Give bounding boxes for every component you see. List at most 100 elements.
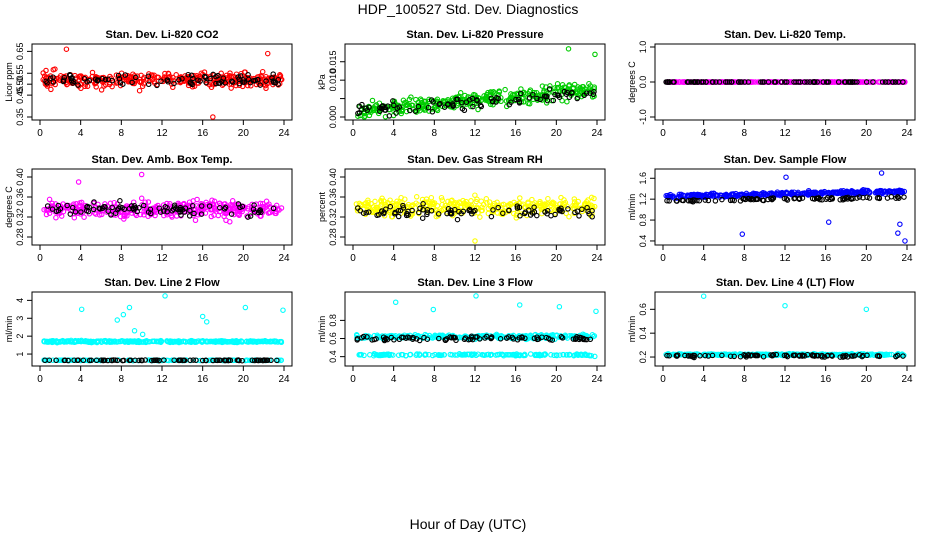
- data-point: [136, 205, 142, 211]
- data-point: [845, 189, 852, 195]
- y-axis-label: Licor ppm: [4, 62, 14, 102]
- data-point: [719, 352, 725, 359]
- y-tick-label: 0.8: [328, 314, 338, 327]
- data-point: [380, 210, 387, 217]
- data-point: [538, 206, 544, 213]
- data-point: [553, 352, 560, 358]
- data-point: [860, 352, 866, 359]
- data-point: [520, 95, 526, 101]
- x-tick-label: 24: [591, 253, 603, 264]
- data-point: [521, 210, 528, 217]
- data-point: [447, 210, 454, 217]
- data-point: [703, 79, 709, 85]
- outlier-point: [280, 307, 286, 313]
- data-point: [145, 73, 152, 80]
- data-point: [143, 339, 149, 346]
- data-point: [707, 192, 714, 199]
- data-point: [589, 214, 595, 220]
- data-point: [364, 334, 370, 340]
- data-point: [181, 357, 187, 364]
- data-point: [229, 78, 235, 84]
- data-point: [231, 211, 237, 218]
- data-point: [46, 338, 53, 345]
- data-point: [361, 352, 367, 359]
- data-point: [832, 189, 839, 196]
- data-point: [94, 77, 101, 83]
- data-point: [679, 79, 685, 85]
- data-point: [666, 79, 673, 85]
- data-point: [275, 339, 281, 345]
- data-point: [730, 191, 736, 197]
- data-point: [110, 357, 117, 363]
- data-point: [770, 352, 777, 358]
- y-axis-label: ml/min: [627, 194, 637, 221]
- data-point: [506, 207, 512, 214]
- data-point: [148, 357, 155, 364]
- data-point: [812, 189, 819, 195]
- data-point: [589, 94, 596, 100]
- data-point: [882, 79, 889, 85]
- data-point: [259, 201, 266, 207]
- data-point: [579, 83, 586, 90]
- data-point: [145, 357, 152, 363]
- data-point: [396, 104, 403, 110]
- data-point: [161, 208, 167, 214]
- data-point: [691, 79, 697, 85]
- data-point: [537, 96, 543, 103]
- x-tick-label: 20: [238, 253, 250, 264]
- data-point: [517, 213, 523, 219]
- data-point: [799, 352, 806, 358]
- data-point: [809, 195, 816, 202]
- data-point: [587, 90, 593, 96]
- data-point: [97, 206, 103, 212]
- x-tick-label: 0: [660, 253, 666, 264]
- x-tick-label: 16: [820, 253, 832, 264]
- data-point: [382, 104, 388, 111]
- data-point: [702, 352, 708, 359]
- data-point: [58, 213, 65, 219]
- data-point: [138, 195, 145, 202]
- data-point: [874, 353, 881, 359]
- data-point: [561, 88, 568, 95]
- data-point: [102, 76, 109, 83]
- data-point: [587, 336, 594, 343]
- data-point: [431, 200, 438, 206]
- data-point: [778, 79, 785, 85]
- x-tick-label: 0: [37, 253, 43, 264]
- data-point: [895, 194, 901, 200]
- x-tick-label: 8: [432, 128, 438, 139]
- data-point: [189, 203, 196, 209]
- x-tick-label: 12: [469, 253, 481, 264]
- data-point: [753, 196, 759, 202]
- data-point: [211, 205, 218, 212]
- data-point: [742, 196, 749, 203]
- data-point: [370, 107, 377, 114]
- data-point: [717, 352, 723, 358]
- x-tick-label: 24: [901, 374, 913, 385]
- data-point: [138, 357, 145, 364]
- data-point: [468, 333, 475, 340]
- data-point: [89, 69, 96, 76]
- data-point: [572, 336, 579, 343]
- data-point: [469, 352, 475, 359]
- data-point: [849, 79, 855, 85]
- data-point: [472, 92, 478, 98]
- data-point: [890, 79, 896, 85]
- data-point: [44, 80, 50, 86]
- outlier-point: [895, 230, 901, 236]
- outlier-point: [902, 238, 908, 244]
- data-point: [862, 189, 868, 196]
- outlier-point: [897, 221, 903, 227]
- data-point: [119, 337, 125, 344]
- data-point: [546, 86, 553, 92]
- data-point: [494, 351, 501, 358]
- data-point: [526, 101, 533, 107]
- data-point: [807, 191, 813, 197]
- data-point: [81, 214, 87, 220]
- y-tick-label: 0.015: [328, 50, 338, 73]
- data-point: [412, 108, 419, 114]
- data-point: [445, 206, 452, 212]
